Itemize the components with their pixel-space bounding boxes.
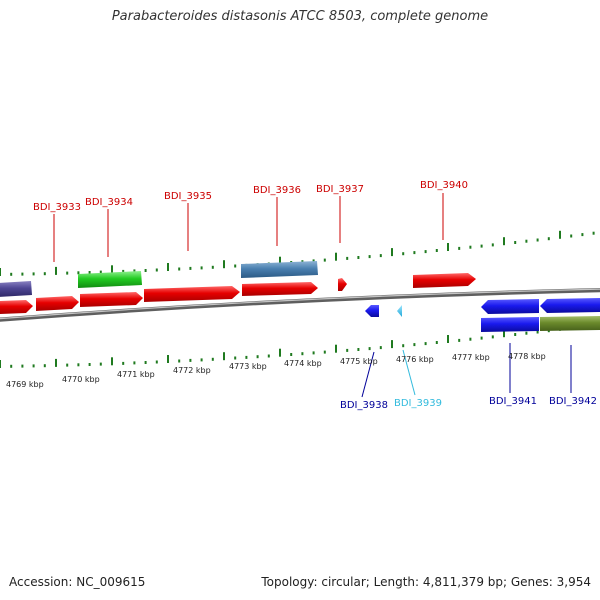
genome-title: Parabacteroides distasonis ATCC 8503, co… [111,9,489,24]
ruler-label: 4778 kbp [508,352,546,361]
gene-arrow-bdi-3933a [0,300,33,314]
gene-arrow-bdi-3939 [397,305,402,317]
gene-label-bdi-3933: BDI_3933 [33,202,81,213]
gene-arrow-bdi-3941c [481,317,539,332]
gene-label-bdi-3940: BDI_3940 [420,180,468,191]
gene-arrow-bdi-3941 [481,299,539,314]
top-gene-labels: BDI_3933 BDI_3934 BDI_3935 BDI_3936 BDI_… [33,180,468,213]
ruler-label: 4777 kbp [452,353,490,362]
label-leader-lines [53,193,572,398]
bottom-gene-labels: BDI_3938 BDI_3939 BDI_3941 BDI_3942 [340,396,597,411]
gene-arrow-purple [0,281,32,297]
gene-label-bdi-3942: BDI_3942 [549,396,597,407]
gene-features [0,261,600,332]
gene-arrow-bdi-3941b [540,298,600,313]
gene-arrow-bdi-3934b [80,292,143,307]
gene-arrow-bdi-3940 [413,273,476,288]
gene-arrow-bdi-3936 [241,261,318,278]
ruler-label: 4776 kbp [396,355,434,364]
ruler-labels: 4769 kbp 4770 kbp 4771 kbp 4772 kbp 4773… [6,352,546,389]
ruler-label: 4772 kbp [173,366,211,375]
gene-label-bdi-3938: BDI_3938 [340,400,388,411]
ruler-label: 4769 kbp [6,380,44,389]
accession-text: Accession: NC_009615 [9,575,146,589]
gene-arrow-bdi-3933 [36,296,79,311]
gene-arrow-bdi-3942 [540,316,600,331]
ruler-label: 4770 kbp [62,375,100,384]
ruler-label: 4771 kbp [117,370,155,379]
genome-stats-text: Topology: circular; Length: 4,811,379 bp… [261,575,591,589]
ruler-top [0,230,595,276]
ruler-label: 4775 kbp [340,357,378,366]
gene-label-bdi-3936: BDI_3936 [253,185,301,196]
ruler-bottom [0,322,595,368]
gene-arrow-bdi-3938 [365,305,379,317]
gene-arrow-bdi-3935 [144,286,240,302]
ruler-label: 4774 kbp [284,359,322,368]
gene-arrow-bdi-3936b [242,282,318,296]
gene-label-bdi-3934: BDI_3934 [85,197,133,208]
gene-label-bdi-3935: BDI_3935 [164,191,212,202]
gene-label-bdi-3939: BDI_3939 [394,398,442,409]
ruler-label: 4773 kbp [229,362,267,371]
genome-backbone [0,288,600,322]
gene-label-bdi-3941: BDI_3941 [489,396,537,407]
gene-arrow-bdi-3934 [78,271,142,288]
gene-arrow-bdi-3937 [338,278,347,291]
gene-label-bdi-3937: BDI_3937 [316,184,364,195]
